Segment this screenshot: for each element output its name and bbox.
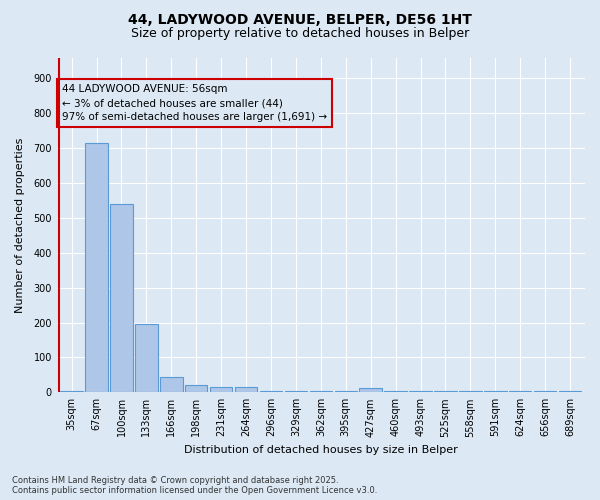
Bar bbox=[110, 204, 133, 392]
Bar bbox=[135, 324, 158, 392]
Text: Size of property relative to detached houses in Belper: Size of property relative to detached ho… bbox=[131, 28, 469, 40]
Bar bbox=[359, 388, 382, 392]
Bar bbox=[260, 390, 282, 392]
Bar bbox=[61, 390, 83, 392]
Text: Contains HM Land Registry data © Crown copyright and database right 2025.
Contai: Contains HM Land Registry data © Crown c… bbox=[12, 476, 377, 495]
Bar bbox=[85, 143, 108, 392]
X-axis label: Distribution of detached houses by size in Belper: Distribution of detached houses by size … bbox=[184, 445, 458, 455]
Bar bbox=[160, 376, 182, 392]
Bar bbox=[310, 390, 332, 392]
Bar bbox=[210, 387, 232, 392]
Text: 44 LADYWOOD AVENUE: 56sqm
← 3% of detached houses are smaller (44)
97% of semi-d: 44 LADYWOOD AVENUE: 56sqm ← 3% of detach… bbox=[62, 84, 327, 122]
Bar bbox=[185, 386, 208, 392]
Y-axis label: Number of detached properties: Number of detached properties bbox=[15, 137, 25, 312]
Text: 44, LADYWOOD AVENUE, BELPER, DE56 1HT: 44, LADYWOOD AVENUE, BELPER, DE56 1HT bbox=[128, 12, 472, 26]
Bar bbox=[235, 387, 257, 392]
